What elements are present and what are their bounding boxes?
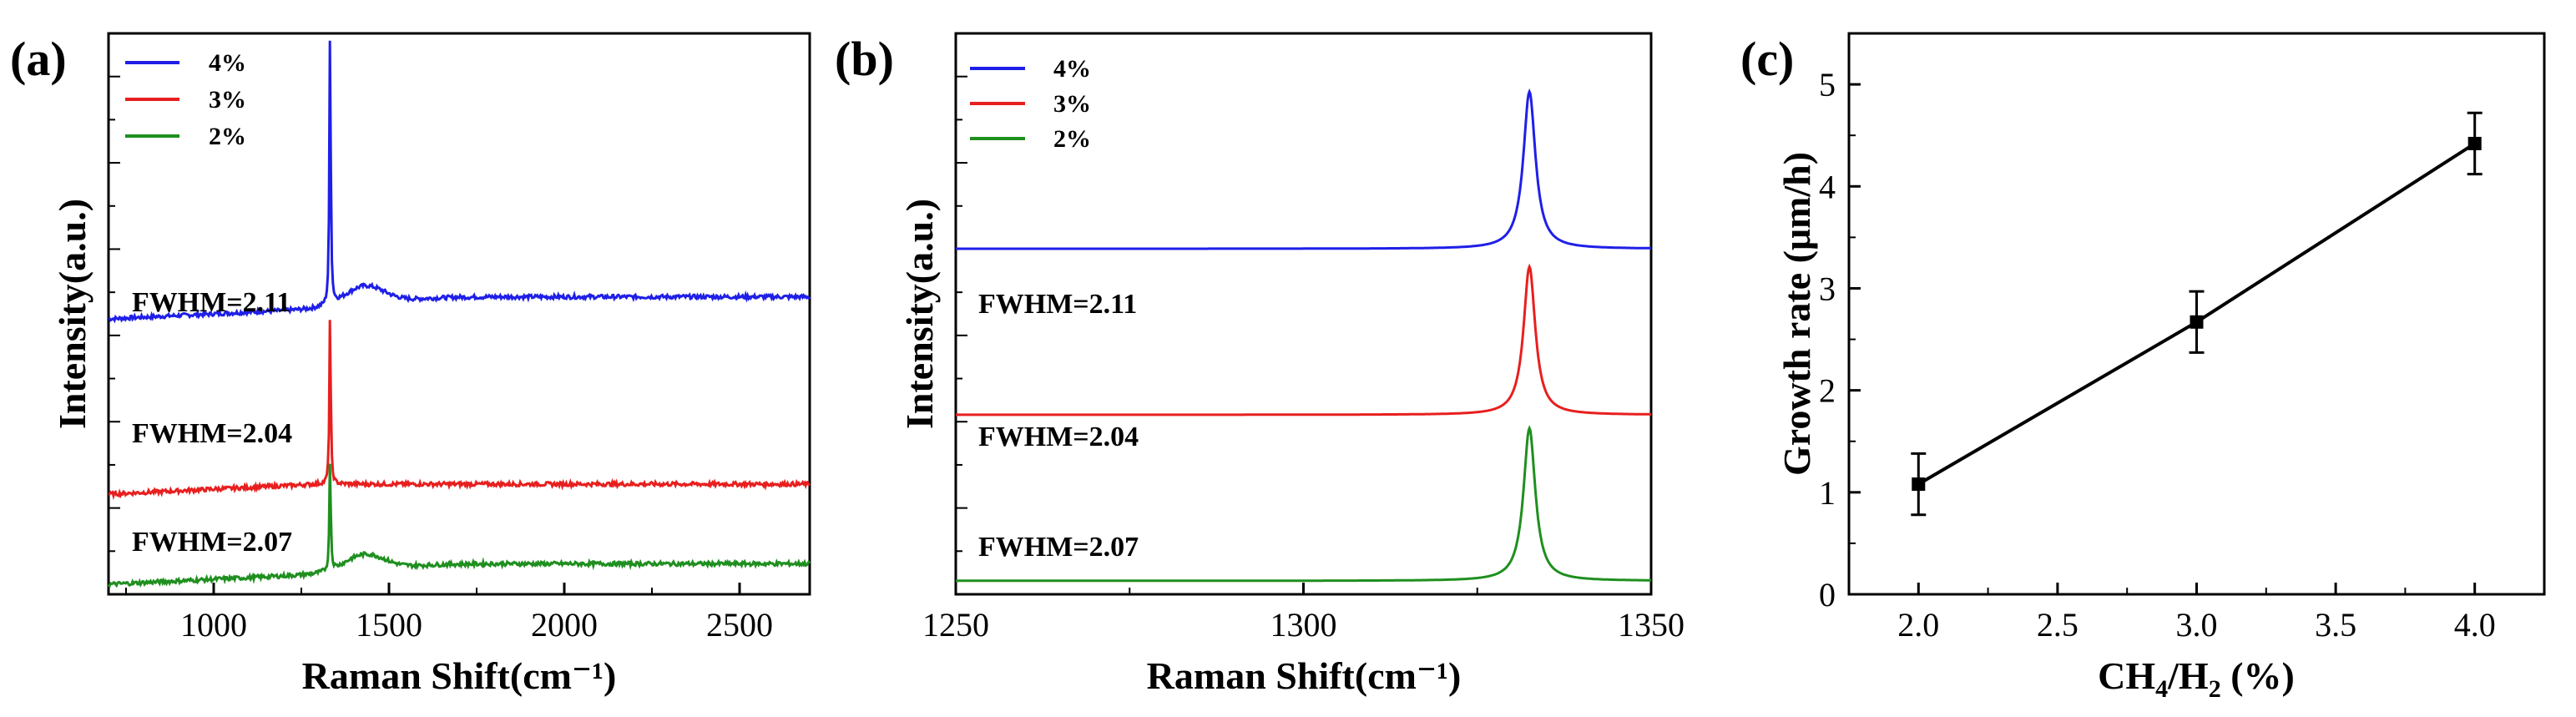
- panel-b-series-line: [956, 88, 1651, 250]
- panel-c-xtick-label: 3.0: [2176, 606, 2218, 644]
- panel-a-series-line: [108, 320, 811, 501]
- panel-c-xtick-label: 3.5: [2315, 606, 2356, 644]
- panel-a-legend-label: 3%: [209, 86, 246, 114]
- panel-b-series-line: [956, 425, 1651, 583]
- panel-c-xlabel-unit: (%): [2221, 654, 2295, 697]
- panel-b-series: [956, 88, 1651, 583]
- panel-c-ytick-label: 2: [1819, 372, 1836, 410]
- panel-a-legend-label: 4%: [209, 49, 246, 77]
- panel-c-xtick-label: 2.5: [2037, 606, 2078, 644]
- panel-a-xticks: 1000 1500 2000 2500: [109, 33, 773, 644]
- panel-a: (a) Raman Shift(cm⁻¹) Intensity(a.u.) 10…: [10, 32, 811, 697]
- panel-a-xtick-label: 2000: [531, 606, 598, 644]
- panel-b-series-line: [956, 263, 1651, 417]
- panel-b-annotation-3: FWHM=2.07: [978, 532, 1139, 563]
- panel-c-ytick-label: 5: [1819, 66, 1836, 104]
- panel-c: (c) CH4/H2 (%) Growth rate (μm/h) 2.0 2.5…: [1740, 32, 2546, 703]
- panel-b-legend: 4% 3% 2%: [970, 55, 1091, 153]
- panel-b-legend-label: 2%: [1053, 125, 1091, 153]
- panel-c-xlabel-sub1: 4: [2155, 675, 2168, 703]
- panel-a-xlabel: Raman Shift(cm⁻¹): [302, 654, 617, 697]
- panel-a-ylabel: Intensity(a.u.): [51, 199, 93, 429]
- panel-a-frame: [107, 32, 811, 596]
- panel-a-annotation-3: FWHM=2.07: [132, 527, 292, 558]
- panel-c-xlabel-ch: CH: [2098, 654, 2155, 697]
- panel-b-ylabel: Intensity(a.u.): [898, 199, 941, 429]
- panel-b-legend-label: 3%: [1053, 90, 1091, 118]
- panel-a-label: (a): [10, 32, 67, 86]
- panel-c-ytick-label: 4: [1819, 168, 1836, 205]
- panel-c-ytick-label: 0: [1819, 576, 1836, 613]
- panel-c-xtick-label: 4.0: [2454, 606, 2496, 644]
- panel-a-legend: 4% 3% 2%: [125, 49, 246, 150]
- panel-b-annotation-1: FWHM=2.11: [978, 289, 1137, 320]
- panel-a-xtick-label: 1500: [356, 606, 422, 644]
- panel-b-xtick-label: 1250: [922, 606, 989, 644]
- panel-b-xtick-label: 1350: [1618, 606, 1685, 644]
- panel-a-annotation-2: FWHM=2.04: [132, 418, 292, 449]
- panel-b-xlabel: Raman Shift(cm⁻¹): [1147, 654, 1462, 697]
- panel-c-ytick-label: 3: [1819, 270, 1836, 307]
- panel-b-xticks: 1250 1300 1350: [922, 33, 1685, 644]
- panel-a-annotation-1: FWHM=2.11: [132, 287, 290, 318]
- panel-c-data-point: [2467, 136, 2482, 150]
- panel-a-series-line: [108, 40, 811, 324]
- panel-c-xlabel-h: /H: [2167, 654, 2209, 697]
- panel-c-ylabel: Growth rate (μm/h): [1775, 152, 1818, 476]
- panel-b-legend-label: 4%: [1053, 55, 1091, 83]
- panel-b-xtick-label: 1300: [1270, 606, 1337, 644]
- panel-b-label: (b): [835, 32, 894, 86]
- panel-c-xlabel-sub2: 2: [2209, 675, 2221, 703]
- panel-b: (b) Raman Shift(cm⁻¹) Intensity(a.u.) 12…: [835, 32, 1685, 697]
- panel-a-legend-label: 2%: [209, 123, 246, 150]
- panel-a-series-line: [107, 463, 811, 589]
- panel-c-data-point: [2190, 315, 2204, 329]
- panel-a-series: [107, 40, 811, 589]
- panel-c-data-point: [1912, 477, 1926, 492]
- panel-c-label: (c): [1740, 32, 1794, 86]
- panel-c-xtick-label: 2.0: [1897, 606, 1939, 644]
- panel-c-ticks: 2.0 2.5 3.0 3.5 4.0 0 1 2 3 4 5: [1819, 66, 2496, 644]
- panel-c-marks: [1911, 111, 2483, 517]
- panel-a-xtick-label: 1000: [180, 606, 247, 644]
- panel-c-xlabel: CH4/H2 (%): [2098, 654, 2295, 703]
- panel-a-xtick-label: 2500: [706, 606, 773, 644]
- panel-b-annotation-2: FWHM=2.04: [978, 422, 1139, 452]
- panel-c-ytick-label: 1: [1819, 474, 1836, 512]
